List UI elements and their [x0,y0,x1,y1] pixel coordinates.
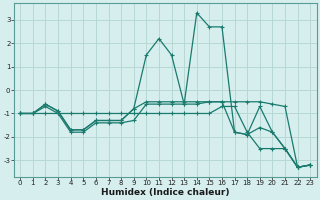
X-axis label: Humidex (Indice chaleur): Humidex (Indice chaleur) [101,188,229,197]
